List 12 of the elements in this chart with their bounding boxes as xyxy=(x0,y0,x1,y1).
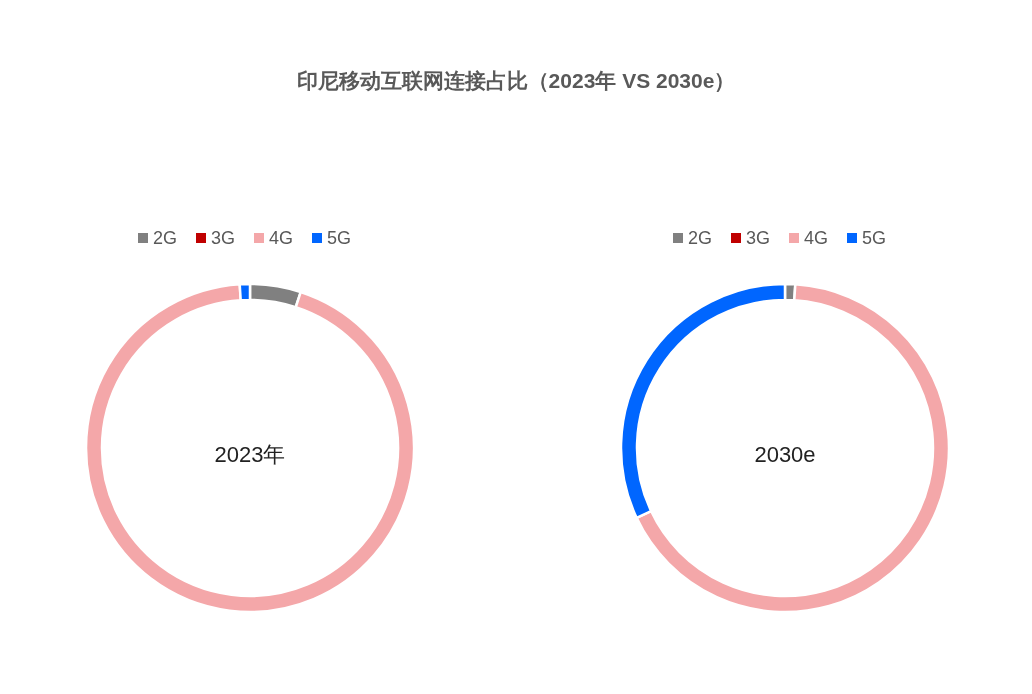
donut-slice xyxy=(84,283,416,614)
legend-label: 5G xyxy=(327,228,352,248)
legend-label: 3G xyxy=(746,228,771,248)
text: 印尼移动互联网连接占比（2023年 VS 2030e） xyxy=(296,68,736,92)
legend-label: 2G xyxy=(153,228,178,248)
legend-label: 4G xyxy=(804,228,829,248)
legend-label: 3G xyxy=(211,228,236,248)
legend-label: 5G xyxy=(862,228,887,248)
text: 2023年 xyxy=(214,441,286,467)
text: 2030e xyxy=(754,441,816,467)
legend-label: 2G xyxy=(688,228,713,248)
legend-label: 4G xyxy=(269,228,294,248)
